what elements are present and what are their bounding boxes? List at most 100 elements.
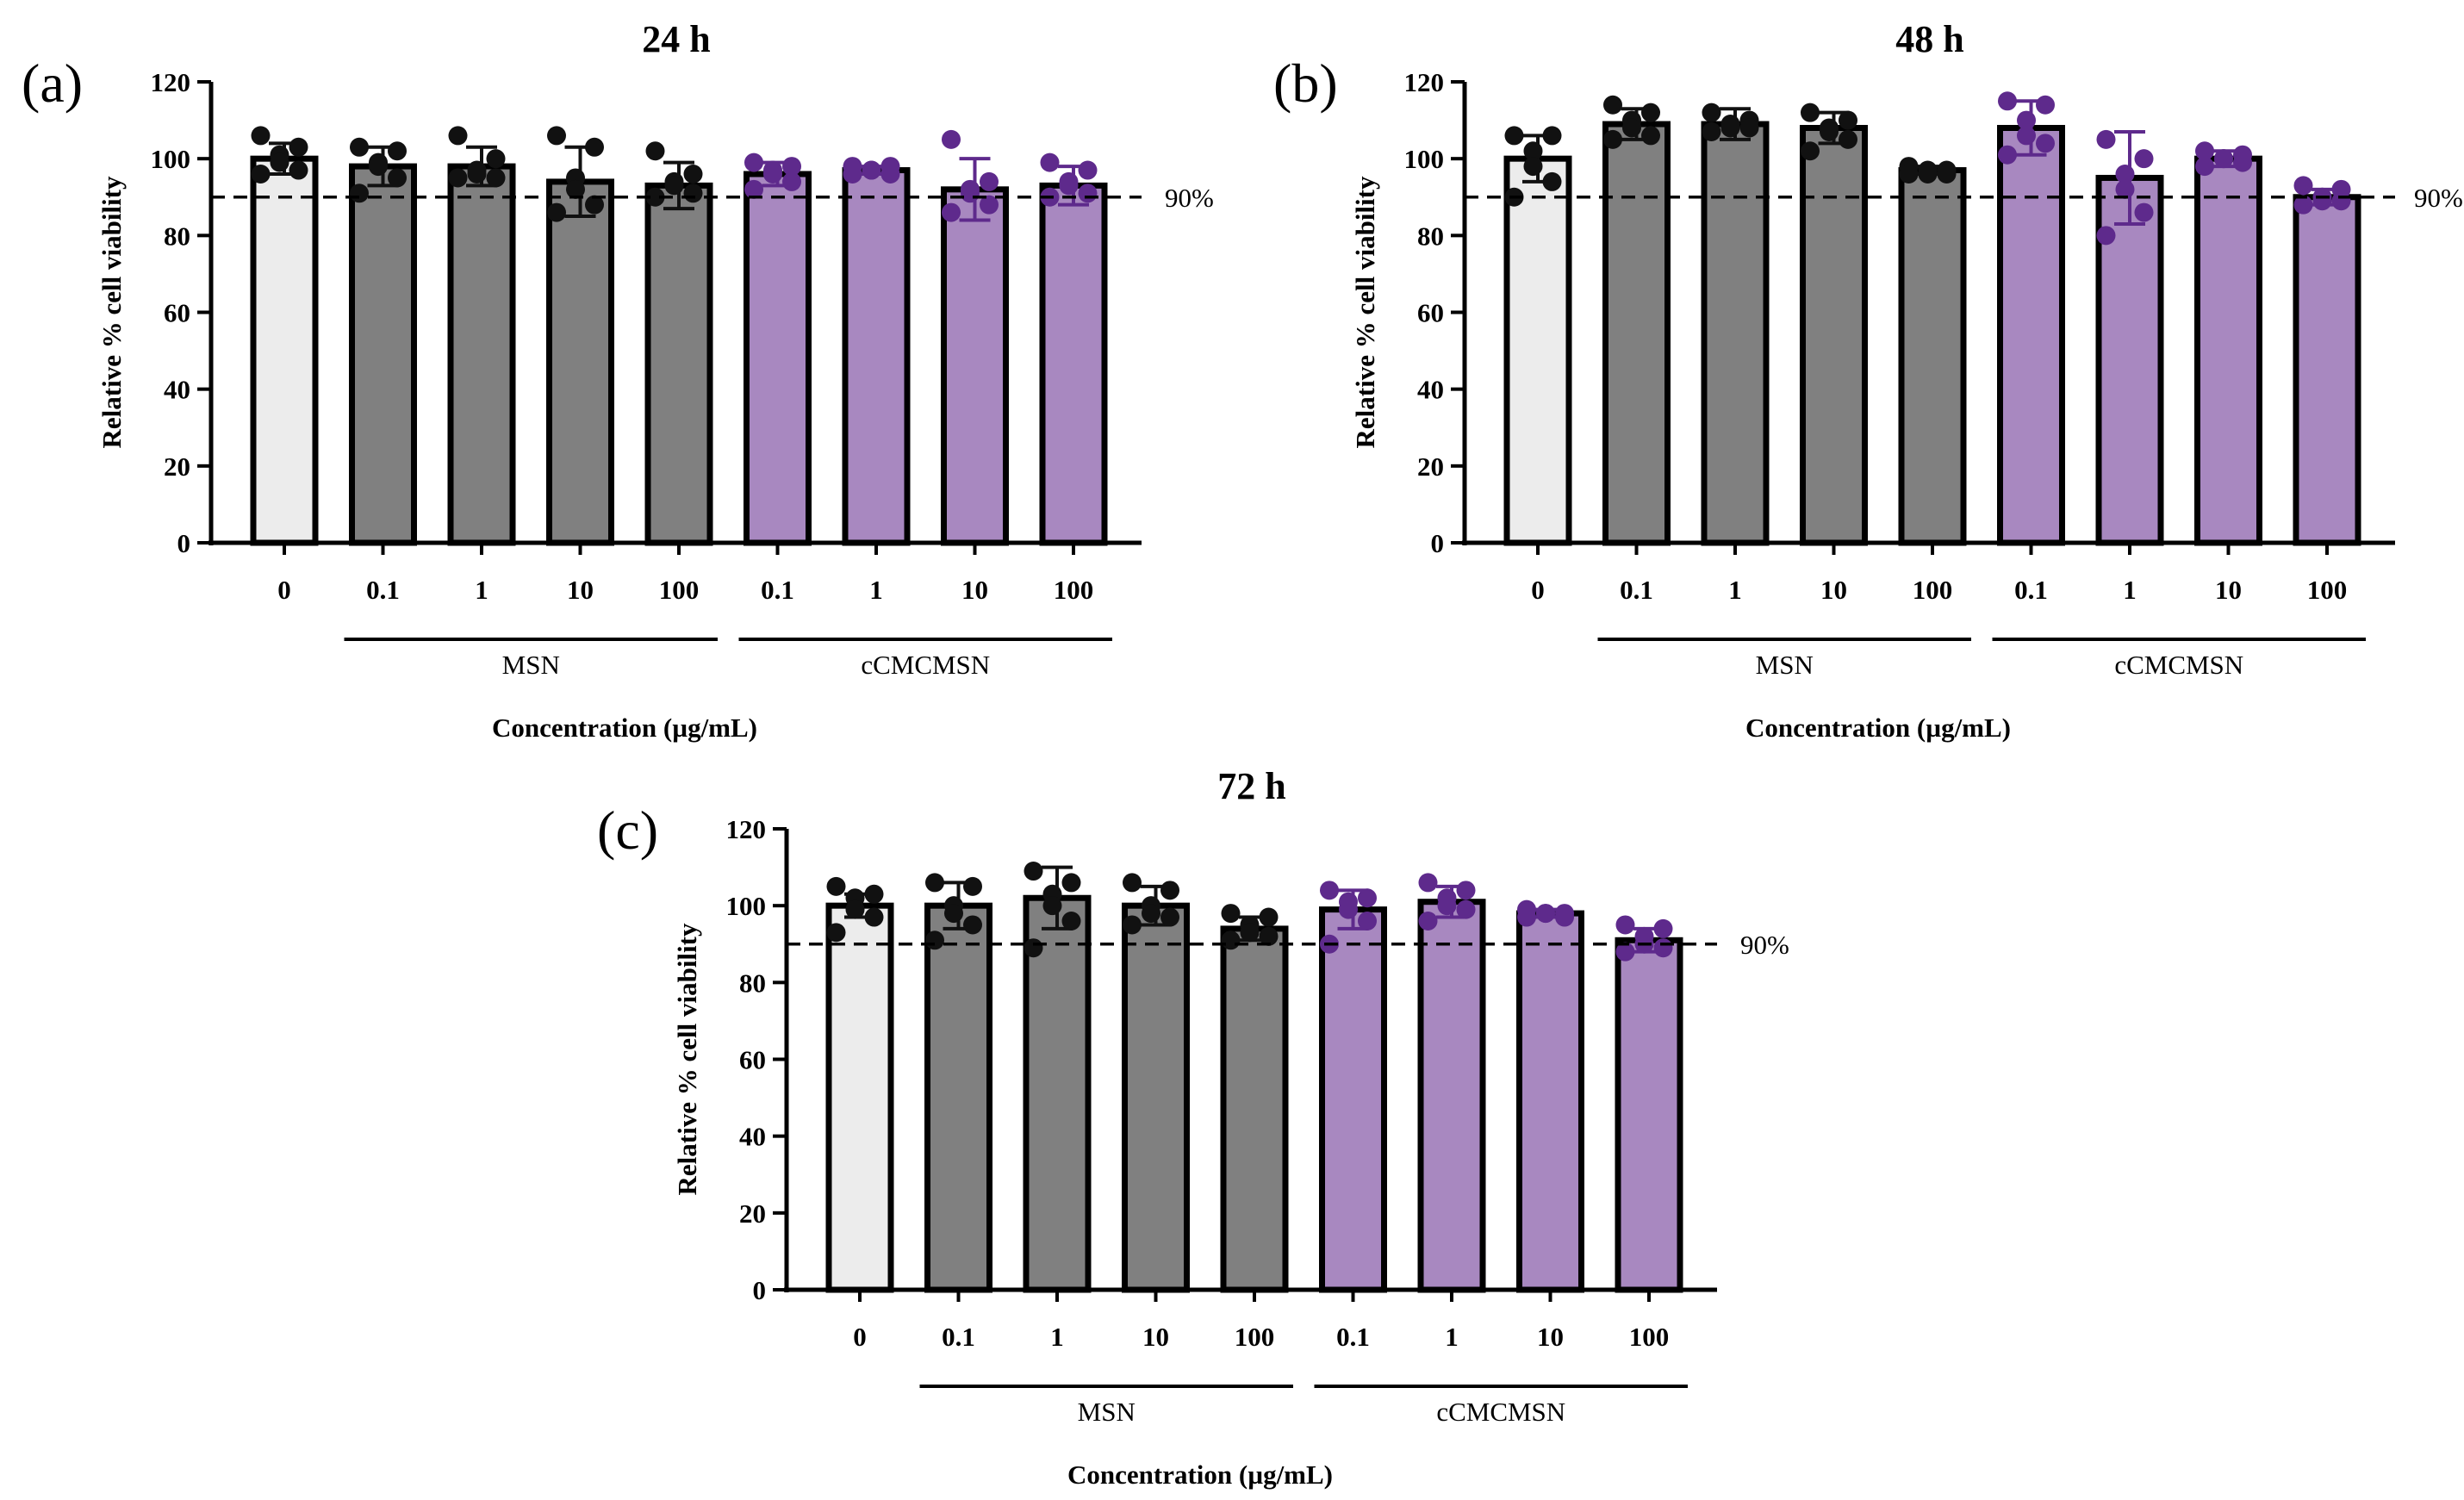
y-tick-label: 60	[739, 1045, 766, 1075]
bar	[941, 186, 1009, 546]
x-tick-label: 10	[1820, 575, 1847, 605]
x-axis-title: Concentration (µg/mL)	[1067, 1460, 1333, 1490]
bar	[1122, 902, 1190, 1293]
x-tick-label: 100	[2307, 575, 2348, 605]
x-tick-label: 100	[1054, 575, 1094, 605]
x-tick-label: 0.1	[2014, 575, 2048, 605]
bar	[349, 163, 417, 546]
data-point	[1142, 904, 1160, 924]
y-tick-label: 20	[1417, 451, 1444, 482]
data-point	[1839, 129, 1857, 149]
data-point	[1024, 938, 1043, 958]
data-point	[270, 152, 289, 172]
data-point	[547, 202, 566, 222]
data-point	[1221, 904, 1241, 924]
bar	[1800, 125, 1868, 546]
y-tick-label: 60	[164, 298, 190, 328]
data-point	[1040, 152, 1060, 172]
group-label: MSN	[502, 650, 560, 680]
data-point	[1615, 915, 1635, 935]
data-point	[1517, 907, 1536, 927]
data-point	[289, 160, 308, 180]
data-point	[1078, 184, 1098, 203]
reference-line-label: 90%	[2414, 183, 2463, 213]
group-label: cCMCMSN	[2114, 650, 2243, 680]
y-tick-label: 40	[739, 1122, 766, 1152]
data-point	[980, 171, 999, 191]
x-tick-label: 1	[2123, 575, 2137, 605]
data-point	[467, 165, 487, 184]
data-point	[2036, 95, 2055, 115]
data-point	[1418, 912, 1438, 930]
data-point	[388, 141, 407, 161]
data-point	[826, 923, 846, 943]
data-point	[925, 873, 944, 893]
bar	[1516, 910, 1584, 1293]
x-tick-label: 0	[1531, 575, 1545, 605]
bar	[1220, 925, 1289, 1293]
data-point	[1259, 907, 1279, 927]
data-point	[585, 137, 604, 157]
data-point	[1358, 912, 1377, 930]
data-point	[1739, 118, 1759, 138]
x-tick-label: 100	[1629, 1322, 1670, 1352]
bar	[1701, 121, 1770, 546]
bar	[924, 902, 992, 1293]
y-tick-label: 100	[151, 144, 191, 174]
y-tick-label: 120	[151, 67, 191, 97]
data-point	[251, 165, 271, 184]
bar	[447, 163, 516, 546]
group-label: cCMCMSN	[1436, 1397, 1565, 1427]
data-point	[1653, 938, 1673, 958]
data-point	[1820, 121, 1839, 141]
data-point	[1061, 873, 1081, 893]
y-tick-label: 40	[164, 375, 190, 405]
x-tick-label: 10	[961, 575, 988, 605]
data-point	[1059, 176, 1079, 196]
data-point	[1542, 126, 1562, 146]
data-point	[1523, 157, 1543, 177]
chart-panel-2: (b) 48 h 90% 0 20 40 60 80 100 120 0 0.1 1 10 100 0.1 1 1…	[1273, 18, 2463, 743]
reference-line-label: 90%	[1740, 930, 1789, 960]
group-label: cCMCMSN	[861, 650, 990, 680]
data-point	[2096, 129, 2116, 149]
x-tick-label: 100	[1235, 1322, 1275, 1352]
panel-letter: (a)	[22, 53, 83, 114]
data-point	[1123, 915, 1142, 935]
bar	[2194, 155, 2262, 546]
y-tick-label: 120	[726, 814, 767, 844]
data-point	[350, 184, 369, 203]
x-tick-label: 0.1	[942, 1322, 975, 1352]
reference-line-label: 90%	[1165, 183, 1214, 213]
data-point	[683, 165, 703, 184]
data-point	[1320, 881, 1339, 900]
data-point	[980, 195, 999, 215]
group-label: MSN	[1078, 1397, 1136, 1427]
bar	[546, 178, 614, 546]
data-point	[1998, 91, 2017, 111]
data-point	[1221, 930, 1241, 950]
bar	[1319, 906, 1387, 1293]
data-point	[1720, 118, 1740, 138]
data-point	[1418, 873, 1438, 893]
bar	[1602, 121, 1671, 546]
data-point	[1061, 912, 1081, 930]
data-point	[369, 157, 388, 177]
data-point	[1839, 110, 1857, 130]
data-point	[1622, 118, 1641, 138]
bar	[744, 171, 812, 546]
bar	[1615, 937, 1683, 1293]
data-point	[1456, 881, 1476, 900]
x-tick-label: 0.1	[761, 575, 794, 605]
data-point	[664, 176, 684, 196]
y-tick-label: 80	[1417, 221, 1444, 251]
bar	[1898, 167, 1967, 546]
data-point	[1240, 923, 1260, 943]
chart-title: 24 h	[642, 18, 710, 60]
data-point	[2214, 149, 2233, 169]
bar	[1503, 155, 1572, 546]
y-tick-label: 100	[1404, 144, 1445, 174]
bar	[2293, 194, 2361, 546]
data-point	[744, 152, 763, 172]
data-point	[1918, 165, 1938, 184]
